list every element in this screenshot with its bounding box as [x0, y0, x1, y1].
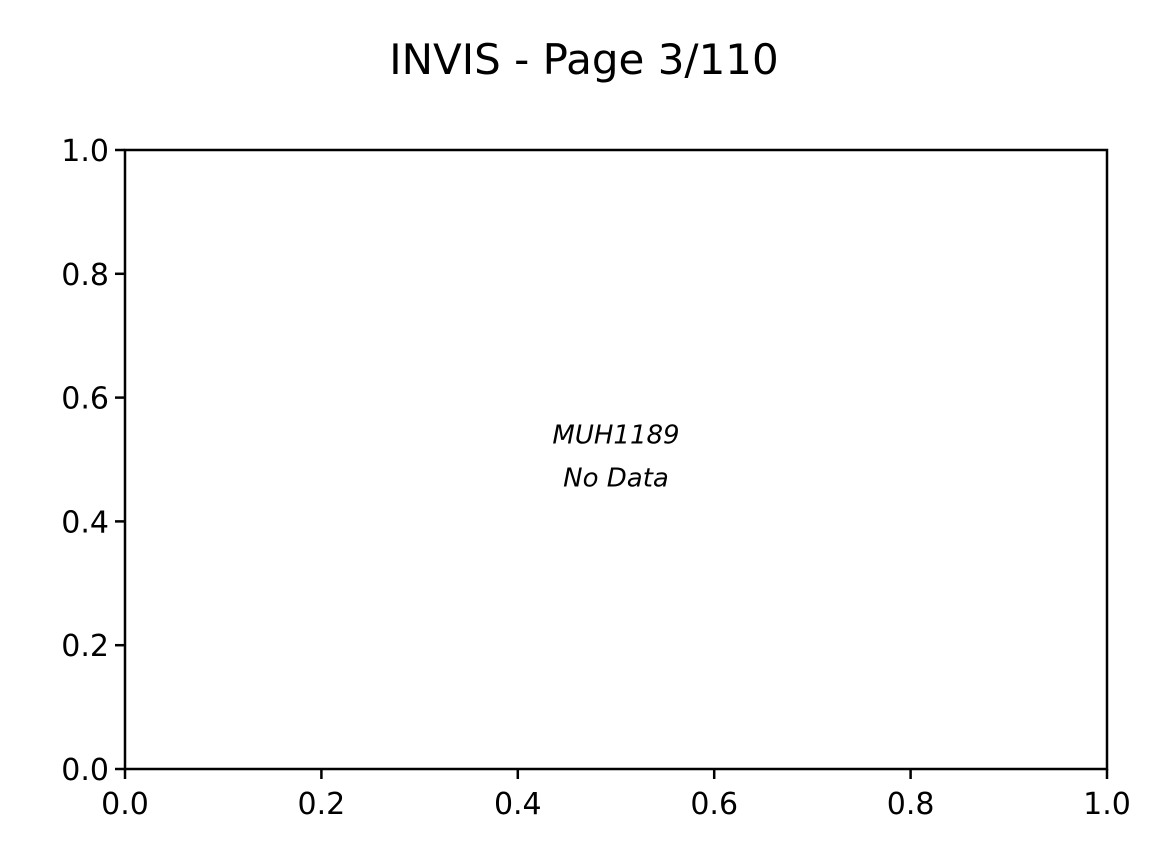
- no-data-annotation-text: No Data: [563, 464, 669, 494]
- x-tick-label: 1.0: [1083, 787, 1131, 822]
- y-tick-label: 0.4: [61, 505, 109, 540]
- x-tick-label: 0.8: [887, 787, 935, 822]
- y-tick-label: 0.0: [61, 753, 109, 788]
- x-axis: 0.0 0.2 0.4 0.6 0.8 1.0: [101, 769, 1131, 822]
- x-tick-label: 0.6: [690, 787, 738, 822]
- chart-title: INVIS - Page 3/110: [389, 35, 779, 84]
- x-tick-label: 0.2: [298, 787, 346, 822]
- plot-area-frame: [123, 148, 1109, 771]
- x-tick-label: 0.0: [101, 787, 149, 822]
- x-tick-label: 0.4: [494, 787, 542, 822]
- y-tick-label: 0.2: [61, 629, 109, 664]
- no-data-annotation-id: MUH1189: [552, 421, 679, 451]
- y-tick-label: 0.8: [61, 258, 109, 293]
- y-tick-label: 1.0: [61, 134, 109, 169]
- y-tick-label: 0.6: [61, 382, 109, 417]
- y-axis: 0.0 0.2 0.4 0.6 0.8 1.0: [61, 134, 125, 788]
